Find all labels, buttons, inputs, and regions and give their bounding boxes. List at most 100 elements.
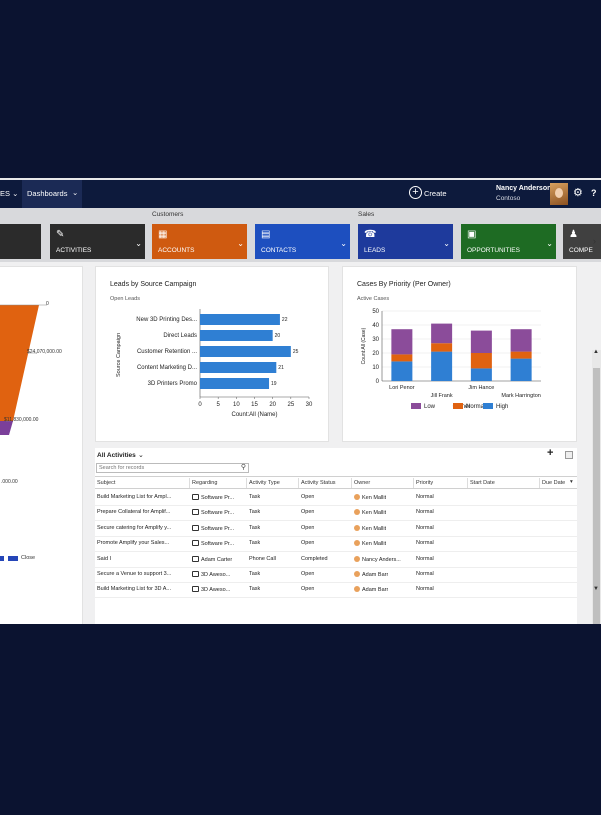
- user-icon: [354, 509, 360, 516]
- cell-subject[interactable]: Promote Amplify your Sales...: [97, 540, 170, 547]
- column-separator[interactable]: [351, 478, 352, 488]
- avatar[interactable]: [550, 183, 568, 205]
- tile-leads[interactable]: ☎ LEADS ⌄: [358, 224, 453, 259]
- tile-accounts[interactable]: ▦ ACCOUNTS ⌄: [152, 224, 247, 259]
- table-cell: Open: [301, 509, 314, 515]
- help-button[interactable]: ?: [591, 188, 597, 198]
- cell-owner[interactable]: Adam Barr: [362, 587, 389, 594]
- cell-subject[interactable]: Said I: [97, 555, 112, 562]
- ribbon-scroll-right-arrow[interactable]: ›: [593, 236, 596, 246]
- bar-segment-low[interactable]: [510, 329, 532, 352]
- chevron-down-icon[interactable]: ⌄: [237, 239, 244, 248]
- scrollbar-thumb[interactable]: [593, 368, 600, 624]
- cell-subject[interactable]: Build Marketing List for Ampl...: [97, 494, 172, 500]
- cell-subject[interactable]: Secure catering for Amplify y...: [97, 524, 172, 531]
- bar-segment-high[interactable]: [470, 368, 492, 381]
- cell-owner[interactable]: Adam Barr: [362, 572, 389, 578]
- add-activity-button[interactable]: +: [547, 447, 554, 459]
- bar[interactable]: [200, 330, 273, 341]
- cell-owner[interactable]: Ken Mallit: [362, 541, 387, 548]
- category-label: Jim Hance: [468, 385, 494, 391]
- table-cell: Open: [301, 525, 314, 531]
- cell-regarding[interactable]: 3D Aweso...: [201, 587, 231, 594]
- table-cell: Open: [301, 571, 314, 577]
- cell-owner[interactable]: Ken Mallit: [362, 495, 387, 501]
- legend-label[interactable]: Normal: [466, 404, 485, 410]
- chevron-down-icon[interactable]: ⌄: [138, 452, 144, 459]
- cell-regarding[interactable]: Software Pr...: [201, 495, 235, 501]
- column-separator[interactable]: [246, 478, 247, 488]
- cell-regarding[interactable]: Software Pr...: [201, 541, 235, 548]
- cell-regarding[interactable]: 3D Aweso...: [201, 572, 231, 578]
- bar[interactable]: [200, 362, 277, 373]
- cell-owner[interactable]: Ken Mallit: [362, 525, 387, 532]
- tile-previous[interactable]: [0, 224, 41, 259]
- search-icon[interactable]: ⚲: [240, 464, 246, 471]
- column-header[interactable]: Start Date: [470, 480, 495, 486]
- bar[interactable]: [200, 346, 291, 357]
- nav-dashboards-tab[interactable]: Dashboards ⌄: [22, 180, 82, 208]
- bar-segment-high[interactable]: [431, 351, 453, 381]
- column-header[interactable]: Activity Status: [301, 480, 336, 486]
- bar-segment-low[interactable]: [470, 330, 492, 353]
- cell-subject[interactable]: Secure a Venue to support 3...: [97, 571, 172, 577]
- column-header[interactable]: Regarding: [192, 480, 218, 486]
- cell-regarding[interactable]: Adam Carter: [201, 556, 233, 563]
- cell-subject[interactable]: Build Marketing List for 3D A...: [97, 586, 171, 593]
- column-separator[interactable]: [298, 478, 299, 488]
- sort-arrow-icon[interactable]: ▾: [570, 479, 573, 485]
- bar-segment-low[interactable]: [431, 323, 453, 344]
- column-header[interactable]: Owner: [354, 480, 371, 486]
- search-input[interactable]: [97, 464, 235, 472]
- bar-segment-normal[interactable]: [510, 351, 532, 359]
- record-icon: [192, 509, 199, 516]
- cell-subject[interactable]: Prepare Collateral for Amplif...: [97, 509, 171, 516]
- bar-segment-normal[interactable]: [431, 343, 453, 352]
- legend-label[interactable]: High: [496, 404, 508, 410]
- cell-regarding[interactable]: Software Pr...: [201, 525, 235, 532]
- column-header[interactable]: Priority: [416, 480, 434, 486]
- table-cell: Normal: [416, 556, 434, 562]
- view-selector[interactable]: All Activities: [97, 452, 136, 459]
- chevron-down-icon[interactable]: ⌄: [546, 239, 553, 248]
- chevron-down-icon[interactable]: ⌄: [340, 239, 347, 248]
- scroll-up-arrow[interactable]: ▲: [593, 349, 599, 355]
- page-scrollbar[interactable]: ▲ ▼: [592, 349, 601, 624]
- column-separator[interactable]: [413, 478, 414, 488]
- column-header[interactable]: Due Date: [542, 480, 566, 486]
- tile-opportunities[interactable]: ▣ OPPORTUNITIES ⌄: [461, 224, 556, 259]
- bar-segment-normal[interactable]: [470, 353, 492, 369]
- tile-competitors[interactable]: ♟ COMPE: [563, 224, 601, 259]
- funnel-label-2: $11,830,000.00: [4, 417, 39, 423]
- bar-segment-high[interactable]: [510, 358, 532, 381]
- table-cell: Software Pr...: [192, 494, 234, 501]
- bar-segment-normal[interactable]: [391, 354, 413, 362]
- scroll-down-arrow[interactable]: ▼: [593, 586, 599, 592]
- nav-sales-menu[interactable]: ES ⌄: [0, 189, 19, 198]
- column-header[interactable]: Subject: [97, 480, 116, 486]
- funnel-label-1: $24,070,000.00: [27, 349, 62, 355]
- chevron-down-icon[interactable]: ⌄: [443, 239, 450, 248]
- column-separator[interactable]: [467, 478, 468, 488]
- user-icon: [354, 586, 360, 593]
- tile-contacts[interactable]: ▤ CONTACTS ⌄: [255, 224, 350, 259]
- column-separator[interactable]: [189, 478, 190, 488]
- legend-label[interactable]: Low: [424, 404, 436, 410]
- tile-activities[interactable]: ✎ ACTIVITIES ⌄: [50, 224, 145, 259]
- user-name[interactable]: Nancy Anderson: [496, 185, 552, 192]
- bar-segment-low[interactable]: [391, 329, 413, 355]
- cell-regarding[interactable]: Software Pr...: [201, 510, 235, 517]
- bar-segment-high[interactable]: [391, 361, 413, 381]
- column-separator[interactable]: [539, 478, 540, 488]
- cell-owner[interactable]: Nancy Anders...: [362, 556, 401, 563]
- column-header[interactable]: Activity Type: [249, 480, 280, 486]
- gear-icon[interactable]: ⚙: [573, 187, 583, 199]
- legend-swatch: [453, 403, 463, 409]
- chevron-down-icon[interactable]: ⌄: [135, 239, 142, 248]
- grid-options-icon[interactable]: [565, 451, 573, 459]
- cell-status: Open: [301, 540, 315, 547]
- bar[interactable]: [200, 378, 270, 389]
- bar[interactable]: [200, 314, 280, 325]
- cell-owner[interactable]: Ken Mallit: [362, 510, 387, 517]
- user-icon: [354, 540, 360, 547]
